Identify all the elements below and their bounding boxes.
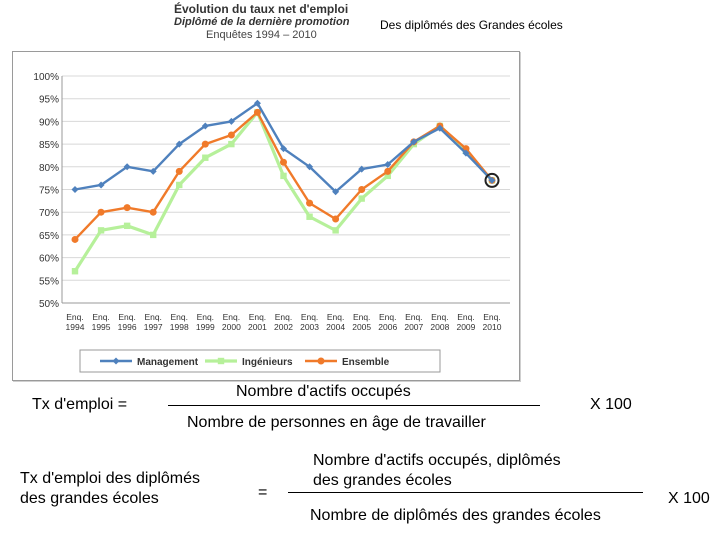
data-point bbox=[149, 231, 157, 239]
x-tick-label: Enq. 2010 bbox=[483, 312, 502, 332]
data-point bbox=[71, 186, 79, 193]
chart-header: Évolution du taux net d'emploi Diplômé d… bbox=[174, 3, 349, 42]
chart-title: Évolution du taux net d'emploi bbox=[174, 2, 349, 16]
data-point bbox=[149, 208, 157, 216]
y-tick-label: 85% bbox=[39, 140, 59, 151]
x-tick-label: Enq. 2005 bbox=[352, 312, 371, 332]
data-point bbox=[384, 161, 392, 169]
formula2-numerator-line2: des grandes écoles bbox=[313, 472, 452, 489]
x-tick-label: Enq. 1999 bbox=[196, 312, 215, 332]
data-point bbox=[280, 145, 287, 153]
legend-label: Ingénieurs bbox=[242, 357, 293, 368]
legend-box bbox=[79, 349, 441, 373]
data-point bbox=[358, 186, 366, 193]
data-point bbox=[280, 158, 287, 166]
data-point bbox=[358, 165, 366, 173]
y-tick-label: 80% bbox=[39, 163, 59, 174]
formula2-numerator-line1: Nombre d'actifs occupés, diplômés bbox=[313, 452, 561, 469]
data-point bbox=[123, 204, 131, 212]
formula2-equals: = bbox=[258, 484, 268, 501]
highlight-ring bbox=[484, 172, 500, 188]
formula2-factor: X 100 bbox=[668, 490, 710, 507]
data-point bbox=[97, 181, 105, 189]
formula1-numerator: Nombre d'actifs occupés bbox=[236, 383, 411, 400]
data-point bbox=[332, 188, 340, 196]
data-point bbox=[358, 195, 365, 202]
data-point bbox=[410, 138, 418, 146]
data-point bbox=[175, 140, 183, 148]
legend-label: Management bbox=[137, 357, 199, 368]
y-tick-label: 65% bbox=[39, 231, 59, 242]
data-point bbox=[201, 140, 209, 148]
x-tick-label: Enq. 1995 bbox=[92, 312, 111, 332]
y-tick-label: 95% bbox=[39, 95, 59, 106]
y-tick-label: 75% bbox=[39, 186, 59, 197]
x-tick-label: Enq. 2007 bbox=[404, 312, 423, 332]
data-point bbox=[71, 268, 79, 275]
data-point bbox=[462, 149, 470, 157]
x-tick-label: Enq. 1997 bbox=[144, 312, 163, 332]
x-tick-label: Enq. 2001 bbox=[248, 312, 267, 332]
formula2-lhs: Tx d'emploi des diplômés des grandes éco… bbox=[20, 469, 200, 509]
x-tick-label: Enq. 1994 bbox=[66, 312, 85, 332]
data-point bbox=[227, 131, 235, 139]
data-point bbox=[227, 117, 235, 125]
data-point bbox=[71, 235, 79, 243]
y-tick-label: 60% bbox=[39, 254, 59, 265]
data-point bbox=[97, 227, 105, 234]
y-tick-label: 70% bbox=[39, 208, 59, 219]
x-tick-label: Enq. 2008 bbox=[430, 312, 449, 332]
data-point bbox=[97, 208, 105, 216]
data-point bbox=[488, 176, 496, 184]
data-point bbox=[201, 122, 209, 130]
data-point bbox=[175, 167, 183, 175]
data-point bbox=[176, 181, 183, 189]
y-tick-label: 100% bbox=[33, 72, 59, 83]
x-tick-label: Enq. 2000 bbox=[222, 312, 241, 332]
data-point bbox=[149, 167, 157, 175]
data-point bbox=[306, 199, 314, 207]
y-tick-label: 55% bbox=[39, 276, 59, 287]
formula1-denominator: Nombre de personnes en âge de travailler bbox=[187, 414, 486, 431]
data-point bbox=[253, 108, 261, 116]
legend-label: Ensemble bbox=[342, 357, 390, 368]
data-point bbox=[332, 215, 340, 223]
x-tick-label: Enq. 2003 bbox=[300, 312, 319, 332]
data-point bbox=[202, 154, 209, 161]
legend-marker bbox=[317, 357, 325, 365]
formula1-factor: X 100 bbox=[590, 396, 632, 413]
chart-subtitle: Diplômé de la dernière promotion bbox=[174, 16, 350, 28]
data-point bbox=[436, 124, 444, 132]
legend-marker bbox=[217, 357, 225, 365]
data-point bbox=[332, 227, 339, 234]
data-point bbox=[306, 163, 314, 171]
x-tick-label: Enq. 2009 bbox=[456, 312, 475, 332]
data-point bbox=[123, 222, 131, 230]
x-tick-label: Enq. 1998 bbox=[170, 312, 189, 332]
data-point bbox=[384, 172, 391, 180]
data-point bbox=[306, 213, 313, 220]
y-tick-label: 90% bbox=[39, 117, 59, 128]
formula1-fraction-line bbox=[168, 405, 540, 406]
data-point bbox=[123, 163, 131, 171]
slide-caption: Des diplômés des Grandes écoles bbox=[380, 18, 563, 32]
y-tick-label: 50% bbox=[39, 299, 59, 310]
formula2-numerator: Nombre d'actifs occupés, diplômés des gr… bbox=[313, 451, 561, 491]
formula2-fraction-line bbox=[288, 492, 643, 493]
data-point bbox=[384, 167, 392, 175]
chart-survey-range: Enquêtes 1994 – 2010 bbox=[206, 29, 317, 41]
data-point bbox=[253, 99, 261, 107]
x-tick-label: Enq. 1996 bbox=[118, 312, 137, 332]
data-point bbox=[280, 172, 287, 180]
x-tick-label: Enq. 2006 bbox=[378, 312, 397, 332]
x-tick-label: Enq. 2004 bbox=[326, 312, 345, 332]
x-tick-label: Enq. 2002 bbox=[274, 312, 293, 332]
formula2-denominator: Nombre de diplômés des grandes écoles bbox=[310, 507, 601, 524]
legend-marker bbox=[112, 357, 120, 365]
data-point bbox=[228, 140, 235, 148]
formula1-lhs: Tx d'emploi = bbox=[32, 396, 128, 413]
formula2-lhs-line2: des grandes écoles bbox=[20, 490, 159, 507]
formula2-lhs-line1: Tx d'emploi des diplômés bbox=[20, 470, 201, 487]
